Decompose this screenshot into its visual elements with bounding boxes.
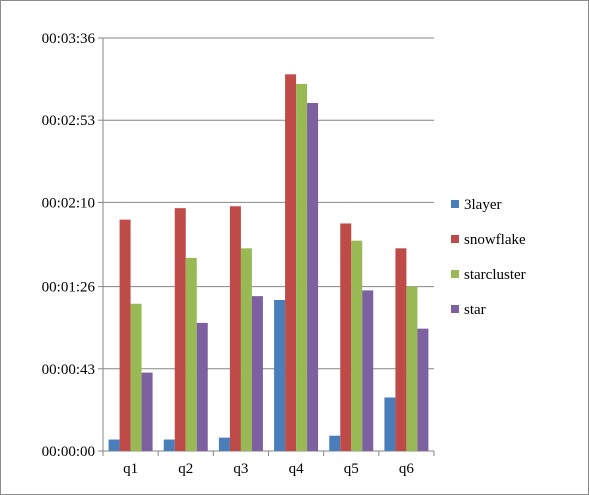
legend: 3layer snowflake starcluster star (451, 197, 526, 318)
x-tick-labels: q1 q2 q3 q4 q5 q6 (123, 461, 414, 477)
y-tick-labels: 00:00:00 00:00:43 00:01:26 00:02:10 00:02:53… (42, 31, 96, 460)
bar-star-q2 (196, 322, 208, 451)
bar-3layer-q2 (163, 439, 175, 451)
bar-snowflake-q1 (119, 219, 131, 451)
x-tick-label: q4 (289, 461, 305, 477)
bar-star-q5 (362, 290, 374, 451)
bar-star-q3 (251, 296, 263, 451)
bar-starcluster-q1 (130, 303, 142, 451)
legend-swatch-snowflake (451, 235, 459, 243)
bar-snowflake-q2 (174, 208, 186, 451)
legend-swatch-star (451, 305, 459, 313)
x-tick-label: q6 (399, 461, 415, 477)
bar-starcluster-q5 (351, 240, 363, 451)
bar-star-q6 (417, 328, 429, 451)
axes (98, 37, 435, 456)
y-tick-label: 00:02:53 (42, 113, 95, 129)
bar-snowflake-q3 (229, 206, 241, 451)
y-tick-label: 00:02:10 (42, 195, 95, 211)
legend-label-snowflake: snowflake (464, 232, 526, 248)
x-tick-label: q5 (344, 461, 359, 477)
bar-starcluster-q2 (185, 257, 197, 451)
y-tick-label: 00:03:36 (42, 31, 96, 47)
y-tick-label: 00:01:26 (42, 280, 96, 296)
bar-starcluster-q3 (240, 248, 252, 451)
bar-3layer-q6 (384, 397, 396, 451)
bars (108, 74, 429, 451)
bar-3layer-q1 (108, 439, 120, 451)
legend-label-starcluster: starcluster (464, 267, 526, 283)
legend-swatch-starcluster (451, 270, 459, 278)
bar-3layer-q5 (329, 435, 341, 451)
x-tick-label: q1 (123, 461, 138, 477)
bar-snowflake-q4 (285, 74, 297, 451)
bar-snowflake-q6 (395, 248, 407, 451)
x-tick-label: q2 (178, 461, 193, 477)
bar-3layer-q4 (274, 299, 286, 451)
legend-label-3layer: 3layer (464, 197, 501, 213)
y-tick-label: 00:00:00 (42, 444, 95, 460)
gridlines (103, 37, 434, 370)
bar-snowflake-q5 (340, 223, 352, 451)
x-tick-label: q3 (233, 461, 248, 477)
bar-star-q1 (141, 372, 153, 451)
bar-starcluster-q6 (406, 286, 418, 451)
bar-starcluster-q4 (296, 83, 308, 451)
bar-3layer-q3 (218, 437, 230, 451)
bar-star-q4 (307, 103, 319, 451)
legend-label-star: star (464, 302, 486, 318)
y-tick-label: 00:00:43 (42, 362, 95, 378)
legend-swatch-3layer (451, 200, 459, 208)
